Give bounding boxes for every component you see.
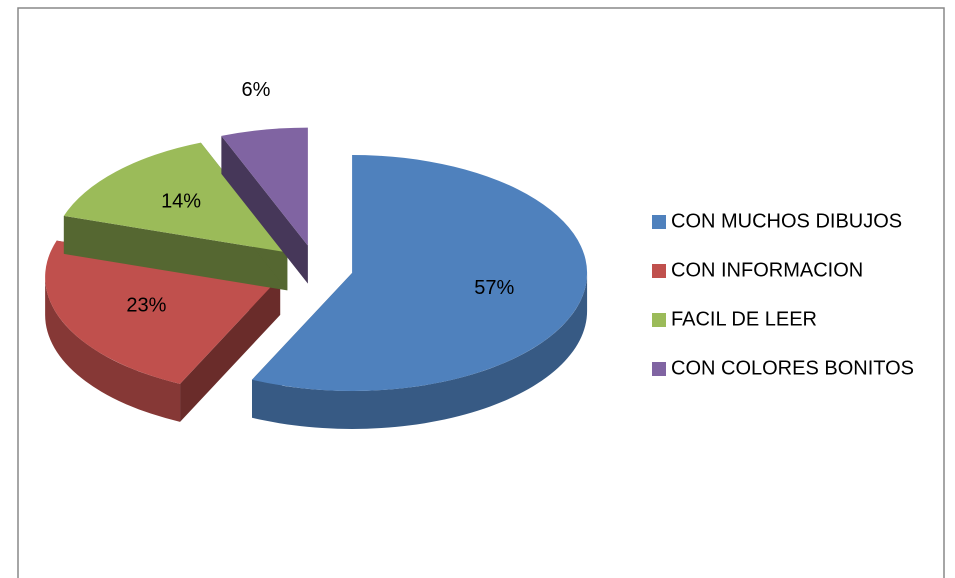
legend-label: FACIL DE LEER: [671, 308, 817, 330]
slice-side: [221, 135, 308, 284]
slice-side: [63, 215, 288, 291]
legend-label: CON INFORMACION: [671, 259, 863, 281]
slice: [221, 127, 308, 246]
slice-side: [180, 277, 281, 422]
slice-side: [252, 272, 588, 429]
legend-swatch: [652, 313, 666, 327]
legend-label: CON MUCHOS DIBUJOS: [671, 210, 902, 232]
data-label: 6%: [241, 79, 270, 101]
legend-swatch: [652, 215, 666, 229]
slice: [252, 154, 588, 391]
legend-label: CON COLORES BONITOS: [671, 357, 914, 379]
data-label: 14%: [161, 191, 201, 213]
slice: [63, 142, 288, 253]
legend-swatch: [652, 264, 666, 278]
data-label: 57%: [474, 277, 514, 299]
legend-swatch: [652, 362, 666, 376]
slice-side: [45, 277, 181, 422]
data-label: 23%: [126, 294, 166, 316]
